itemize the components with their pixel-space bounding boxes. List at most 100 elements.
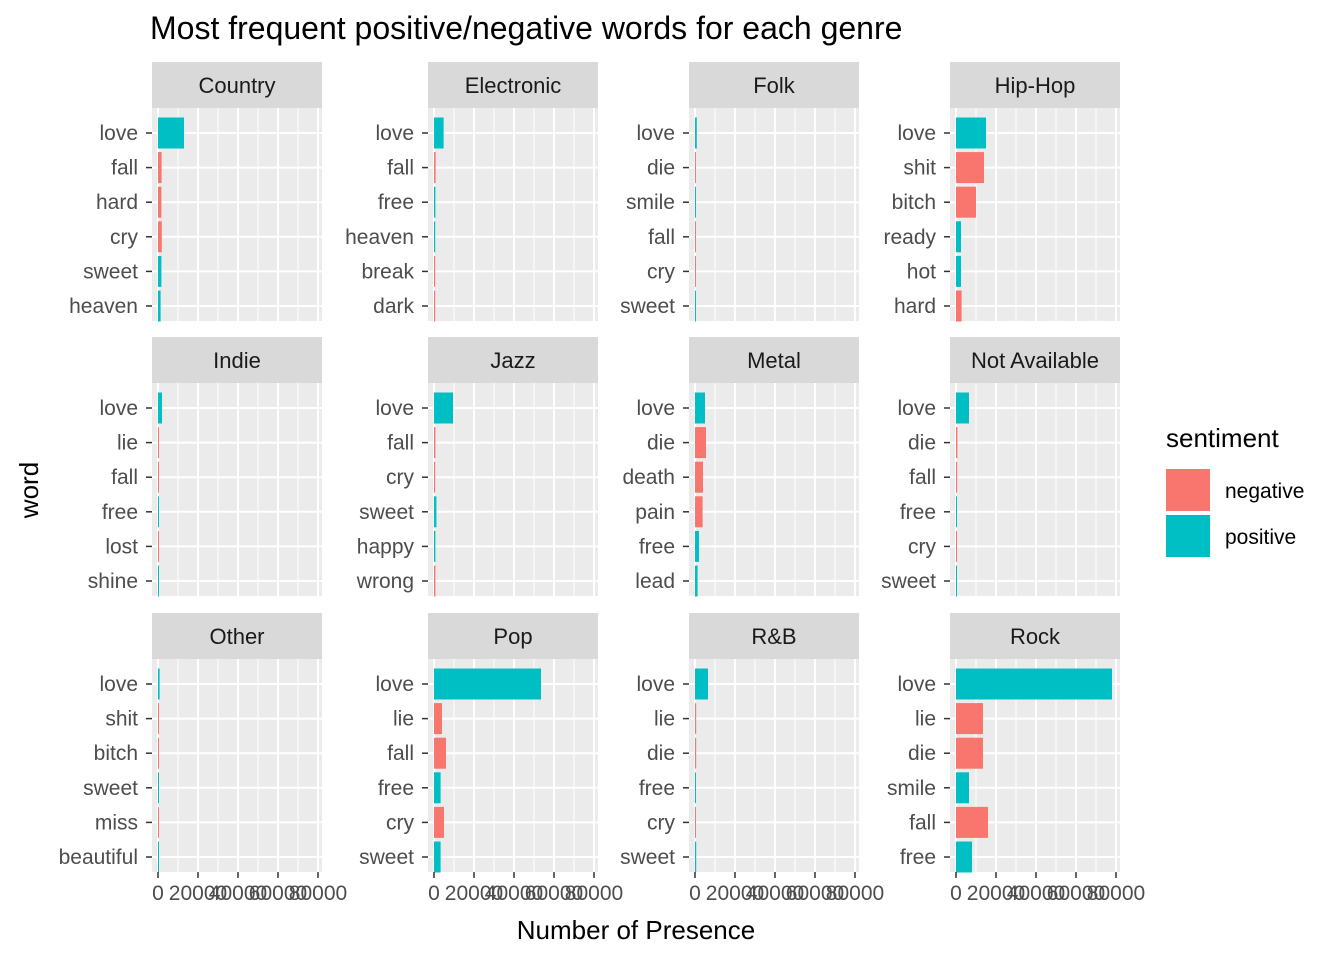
- y-tick-label: love: [897, 673, 936, 696]
- bar-fall: [695, 221, 696, 253]
- facet-strip: [428, 62, 598, 108]
- bar-sweet: [695, 290, 696, 322]
- bar-die: [695, 152, 696, 184]
- y-tick-label: fall: [387, 157, 414, 180]
- facet-pop: Pop love lie fall free cry sweet 0 2000040000600…: [359, 613, 623, 905]
- facet-hip-hop: Hip-Hop love shit bitch ready hot hard: [883, 62, 1120, 322]
- bar-heaven: [434, 221, 436, 253]
- bar-sweet: [158, 772, 159, 804]
- facet-strip-label: Indie: [213, 348, 261, 373]
- y-tick-label: smile: [626, 191, 675, 214]
- facet-country: Country love fall hard cry sweet heaven: [69, 62, 322, 322]
- facet-strip: [950, 613, 1120, 659]
- y-tick-label: lie: [393, 708, 414, 731]
- facet-electronic: Electronic love fall free heaven break dark: [345, 62, 598, 322]
- bar-free: [956, 496, 957, 528]
- y-tick-label: free: [378, 191, 414, 214]
- bar-free: [434, 772, 441, 804]
- x-tick-label: 40000: [1007, 882, 1065, 905]
- facet-strip-label: Hip-Hop: [995, 73, 1076, 98]
- facet-strip-label: Jazz: [490, 348, 535, 373]
- bar-love: [434, 392, 453, 424]
- y-tick-label: death: [622, 466, 675, 489]
- bar-lie: [158, 427, 159, 459]
- y-tick-label: bitch: [892, 191, 936, 214]
- y-tick-label: fall: [111, 466, 138, 489]
- bar-cry: [434, 461, 436, 493]
- y-tick-label: lie: [117, 432, 138, 455]
- bar-love: [956, 117, 986, 149]
- bar-lie: [695, 703, 697, 735]
- bar-hard: [158, 186, 162, 218]
- facet-strip-label: Not Available: [971, 348, 1099, 373]
- y-tick-label: fall: [387, 742, 414, 765]
- y-tick-label: sweet: [620, 846, 675, 869]
- y-tick-label: sweet: [83, 777, 138, 800]
- y-tick-label: cry: [908, 535, 936, 558]
- facet-strip-label: R&B: [751, 624, 796, 649]
- x-tick-label: 60000: [786, 882, 844, 905]
- y-tick-label: lost: [105, 535, 138, 558]
- bar-sweet: [956, 565, 957, 597]
- bar-fall: [158, 461, 159, 493]
- facet-strip: [428, 613, 598, 659]
- bar-love: [956, 392, 969, 424]
- legend-label-positive: positive: [1225, 526, 1296, 549]
- bar-hard: [956, 290, 962, 322]
- y-tick-label: die: [908, 432, 936, 455]
- bar-sweet: [158, 255, 162, 287]
- y-tick-label: die: [647, 432, 675, 455]
- bar-shit: [158, 703, 159, 735]
- bar-die: [956, 427, 958, 459]
- y-tick-label: lie: [915, 708, 936, 731]
- bar-fall: [158, 152, 162, 184]
- facet-strip-label: Pop: [493, 624, 532, 649]
- y-tick-label: lie: [654, 708, 675, 731]
- facet-strip: [950, 337, 1120, 383]
- bar-death: [695, 461, 703, 493]
- facet-strip: [152, 613, 322, 659]
- facet-strip-label: Metal: [747, 348, 801, 373]
- y-tick-label: love: [897, 122, 936, 145]
- bar-love: [695, 392, 705, 424]
- facet-strip: [950, 62, 1120, 108]
- bar-shine: [158, 565, 159, 597]
- facet-strip-label: Electronic: [465, 73, 562, 98]
- y-tick-label: hard: [96, 191, 138, 214]
- bar-bitch: [158, 737, 159, 769]
- bar-love: [695, 668, 708, 700]
- bar-fall: [434, 427, 436, 459]
- x-tick-label: 60000: [525, 882, 583, 905]
- x-axis-title: Number of Presence: [517, 915, 755, 945]
- bar-free: [695, 530, 699, 562]
- legend-key-negative: [1166, 469, 1210, 511]
- facet-strip: [689, 337, 859, 383]
- y-axis-title: word: [14, 462, 44, 519]
- bar-cry: [695, 806, 696, 838]
- bar-fall: [434, 152, 436, 184]
- y-tick-label: die: [647, 157, 675, 180]
- y-tick-label: free: [639, 535, 675, 558]
- facet-strip-label: Folk: [753, 73, 796, 98]
- bar-free: [158, 496, 159, 528]
- bar-die: [695, 737, 697, 769]
- y-tick-label: hot: [907, 260, 936, 283]
- bar-miss: [158, 806, 159, 838]
- facet-folk: Folk love die smile fall cry sweet: [620, 62, 859, 322]
- bar-sweet: [695, 841, 697, 873]
- bar-love: [434, 117, 444, 149]
- bar-free: [434, 186, 436, 218]
- bar-hot: [956, 255, 961, 287]
- y-tick-label: free: [900, 846, 936, 869]
- bar-break: [434, 255, 436, 287]
- y-tick-label: sweet: [620, 295, 675, 318]
- y-tick-label: happy: [357, 535, 415, 558]
- y-tick-label: hard: [894, 295, 936, 318]
- y-tick-label: miss: [95, 811, 138, 834]
- x-tick-label: 40000: [746, 882, 804, 905]
- y-tick-label: love: [99, 397, 138, 420]
- facet-strip-label: Country: [198, 73, 275, 98]
- bar-wrong: [434, 565, 436, 597]
- facet-strip: [689, 62, 859, 108]
